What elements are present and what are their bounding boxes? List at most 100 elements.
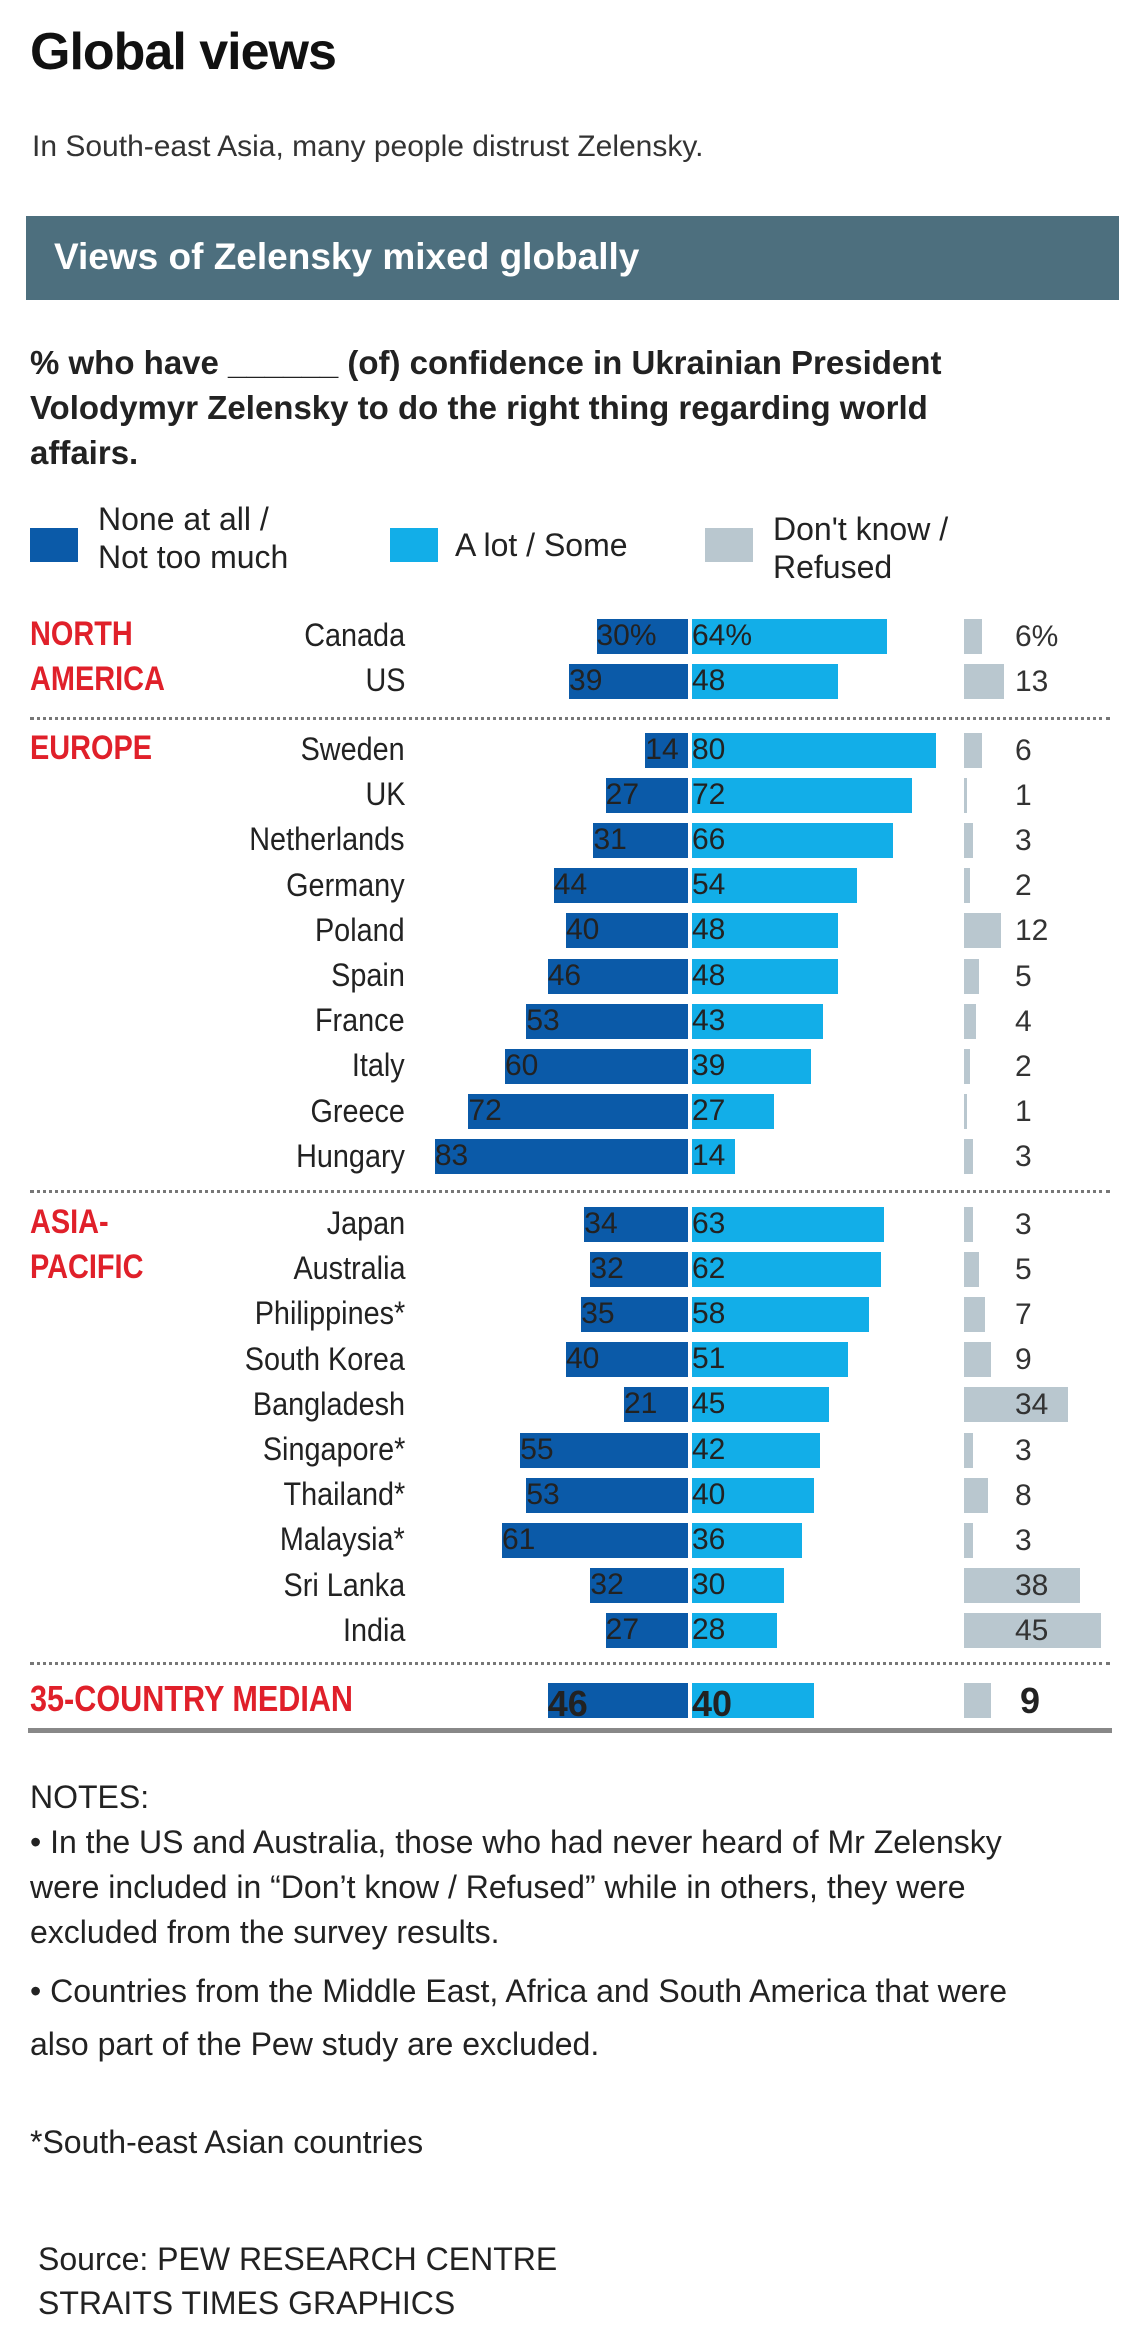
country-label: Canada — [304, 617, 405, 653]
bar-none: 55 — [520, 1432, 688, 1468]
bar-some-value: 28 — [692, 1613, 726, 1647]
bar-dontknow — [964, 1251, 980, 1287]
region-line: NORTH — [30, 615, 133, 653]
bar-none: 21 — [623, 1387, 688, 1423]
bar-dontknow-value: 2 — [1015, 869, 1032, 903]
bar-none-value: 40 — [566, 913, 600, 947]
bar-dontknow — [964, 1296, 986, 1332]
divider-dotted — [30, 1190, 1110, 1193]
bar-some: 48 — [692, 958, 839, 994]
bar-none-value: 53 — [526, 1477, 560, 1511]
bar-none: 27 — [605, 1613, 688, 1649]
bar-none-value: 27 — [605, 777, 640, 811]
bar-none-value: 44 — [553, 868, 588, 902]
country-label: Germany — [286, 866, 405, 903]
bar-dontknow-value: 12 — [1015, 914, 1049, 948]
bar-none-value: 60 — [505, 1048, 539, 1082]
bar-dontknow-value: 38 — [1015, 1569, 1049, 1603]
bar-none-value: 55 — [520, 1432, 554, 1466]
bar-dontknow — [964, 1206, 974, 1242]
note-item: • In the US and Australia, those who had… — [30, 1824, 1002, 1950]
bar-some: 27 — [692, 1094, 775, 1130]
bar-dontknow — [964, 618, 983, 654]
bar-some-value: 48 — [692, 958, 726, 992]
bar-none: 34 — [584, 1206, 688, 1242]
legend-label-dontknow: Don't know / Refused — [773, 510, 948, 586]
bar-some-value: 72 — [692, 777, 726, 811]
bar-none-value: 21 — [623, 1387, 658, 1421]
bar-none-value: 46 — [547, 1682, 588, 1724]
country-label: France — [315, 1002, 405, 1039]
bar-dontknow — [964, 1522, 974, 1558]
legend-line: None at all / — [98, 501, 269, 537]
country-label: Australia — [292, 1250, 405, 1287]
bar-dontknow-value: 3 — [1015, 823, 1032, 857]
bar-dontknow-value: 34 — [1015, 1388, 1049, 1422]
bar-dontknow — [964, 663, 1004, 699]
bar-dontknow — [964, 1003, 977, 1039]
bar-some: 64% — [692, 618, 888, 654]
legend-line: Don't know / — [773, 511, 949, 547]
country-label: Bangladesh — [252, 1385, 405, 1422]
bar-dontknow-value: 45 — [1015, 1614, 1049, 1648]
country-label: Japan — [326, 1205, 405, 1241]
country-label: US — [364, 662, 405, 699]
bar-dontknow-value: 3 — [1015, 1140, 1032, 1174]
footnote: *South-east Asian countries — [30, 2124, 424, 2160]
bar-none-value: 35 — [581, 1296, 615, 1330]
bar-dontknow — [964, 732, 983, 768]
bar-dontknow-value: 6 — [1015, 733, 1032, 767]
notes-heading: NOTES: — [30, 1779, 150, 1815]
region-line: PACIFIC — [30, 1248, 144, 1286]
bar-none-value: 32 — [590, 1251, 624, 1285]
country-label: India — [342, 1611, 405, 1648]
bar-some: 45 — [692, 1387, 830, 1423]
bar-some: 36 — [692, 1522, 802, 1558]
bar-dontknow-value: 2 — [1015, 1049, 1032, 1083]
bar-some-value: 63 — [692, 1206, 726, 1240]
bar-none-value: 53 — [526, 1003, 560, 1037]
bar-dontknow — [964, 1682, 992, 1718]
bar-none: 83 — [434, 1139, 688, 1175]
bar-some-value: 40 — [692, 1682, 733, 1724]
bar-some-value: 40 — [692, 1477, 726, 1511]
bar-none: 72 — [468, 1094, 688, 1130]
bar-some-value: 48 — [692, 663, 726, 697]
bar-dontknow — [964, 1342, 992, 1378]
bar-dontknow — [964, 913, 1001, 949]
bar-some-value: 45 — [692, 1387, 726, 1421]
bar-none-value: 30% — [596, 618, 657, 652]
bar-dontknow — [964, 1432, 974, 1468]
country-label: Poland — [315, 911, 405, 948]
bar-none: 60 — [505, 1048, 688, 1084]
bar-none: 53 — [526, 1003, 688, 1039]
bar-none: 40 — [566, 1342, 688, 1378]
bar-none-value: 61 — [501, 1522, 536, 1556]
bar-some-value: 27 — [692, 1094, 726, 1128]
bar-some-value: 66 — [692, 822, 726, 856]
country-label: Hungary — [296, 1137, 405, 1174]
bar-some: 39 — [692, 1048, 811, 1084]
legend-label-none: None at all / Not too much — [98, 500, 288, 576]
region-line: EUROPE — [30, 729, 153, 767]
bar-none: 44 — [553, 868, 688, 904]
country-label: UK — [364, 776, 405, 813]
bar-dontknow-value: 5 — [1015, 1252, 1032, 1286]
region-label: ASIA- PACIFIC — [30, 1200, 143, 1290]
bar-some: 80 — [692, 732, 936, 768]
region-label: NORTH AMERICA — [30, 612, 165, 702]
bar-some-value: 54 — [692, 868, 726, 902]
bar-none: 35 — [581, 1296, 688, 1332]
bar-none: 14 — [645, 732, 688, 768]
page-title: Global views — [30, 23, 337, 81]
bar-some: 43 — [692, 1003, 824, 1039]
bar-none: 46 — [547, 958, 688, 994]
bar-some-value: 39 — [692, 1048, 726, 1082]
bar-none: 32 — [590, 1251, 688, 1287]
bar-dontknow-value: 5 — [1015, 959, 1032, 993]
country-label: Thailand* — [283, 1476, 405, 1513]
bar-some: 40 — [692, 1477, 814, 1513]
bar-none: 31 — [593, 822, 688, 858]
bar-some-value: 43 — [692, 1003, 726, 1037]
